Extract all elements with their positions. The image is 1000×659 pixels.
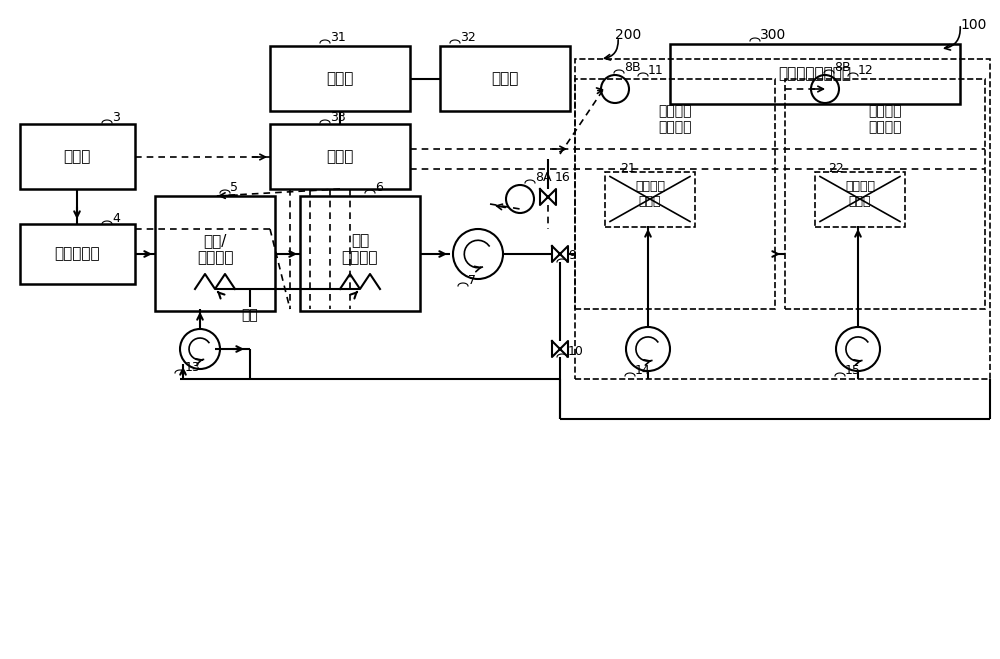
Text: 8A: 8A	[535, 171, 552, 184]
Text: 8B: 8B	[834, 61, 851, 74]
Text: 5: 5	[230, 181, 238, 194]
Text: 4: 4	[112, 212, 120, 225]
Text: 300: 300	[760, 28, 786, 42]
Text: 11: 11	[648, 64, 664, 77]
Bar	[300, 196, 420, 311]
Text: 控制部: 控制部	[326, 71, 354, 86]
Text: 7: 7	[468, 274, 476, 287]
Text: 21: 21	[620, 162, 636, 175]
Text: 预处理装置: 预处理装置	[54, 246, 100, 262]
Text: 二氧化碳
回收器: 二氧化碳 回收器	[635, 180, 665, 208]
Bar	[270, 124, 410, 189]
Text: 排气
再热装置: 排气 再热装置	[342, 233, 378, 265]
Bar	[785, 79, 985, 309]
Text: 除热/
脱水装置: 除热/ 脱水装置	[197, 233, 233, 265]
Text: 海水: 海水	[242, 308, 258, 322]
Bar	[440, 46, 570, 111]
Bar	[575, 79, 775, 309]
Bar	[20, 124, 135, 189]
Text: 二氧化碳
回收单元: 二氧化碳 回收单元	[868, 104, 902, 134]
Text: 8B: 8B	[624, 61, 641, 74]
Text: 12: 12	[858, 64, 874, 77]
Bar	[270, 46, 410, 111]
Text: 6: 6	[375, 181, 383, 194]
Text: 通信部: 通信部	[326, 150, 354, 165]
Bar	[155, 196, 275, 311]
Text: 200: 200	[615, 28, 641, 42]
Text: 存储部: 存储部	[491, 71, 519, 86]
Text: 14: 14	[635, 364, 651, 377]
Text: 31: 31	[330, 31, 346, 44]
Text: 100: 100	[960, 18, 986, 32]
Text: 二氧化碳
回收器: 二氧化碳 回收器	[845, 180, 875, 208]
Text: 二氧化碳脱附系统: 二氧化碳脱附系统	[778, 67, 852, 82]
Text: 3: 3	[112, 111, 120, 124]
Text: 发动机: 发动机	[63, 150, 91, 165]
Text: 10: 10	[568, 345, 584, 358]
Bar	[605, 171, 695, 227]
Bar	[815, 171, 905, 227]
Text: 二氧化碳
回收单元: 二氧化碳 回收单元	[658, 104, 692, 134]
Text: 33: 33	[330, 111, 346, 124]
Bar	[670, 44, 960, 104]
Bar	[575, 59, 990, 379]
Text: 15: 15	[845, 364, 861, 377]
Text: 16: 16	[555, 171, 571, 184]
Bar	[20, 224, 135, 284]
Text: 13: 13	[185, 361, 201, 374]
Text: 32: 32	[460, 31, 476, 44]
Text: 9: 9	[568, 249, 576, 262]
Text: 22: 22	[828, 162, 844, 175]
